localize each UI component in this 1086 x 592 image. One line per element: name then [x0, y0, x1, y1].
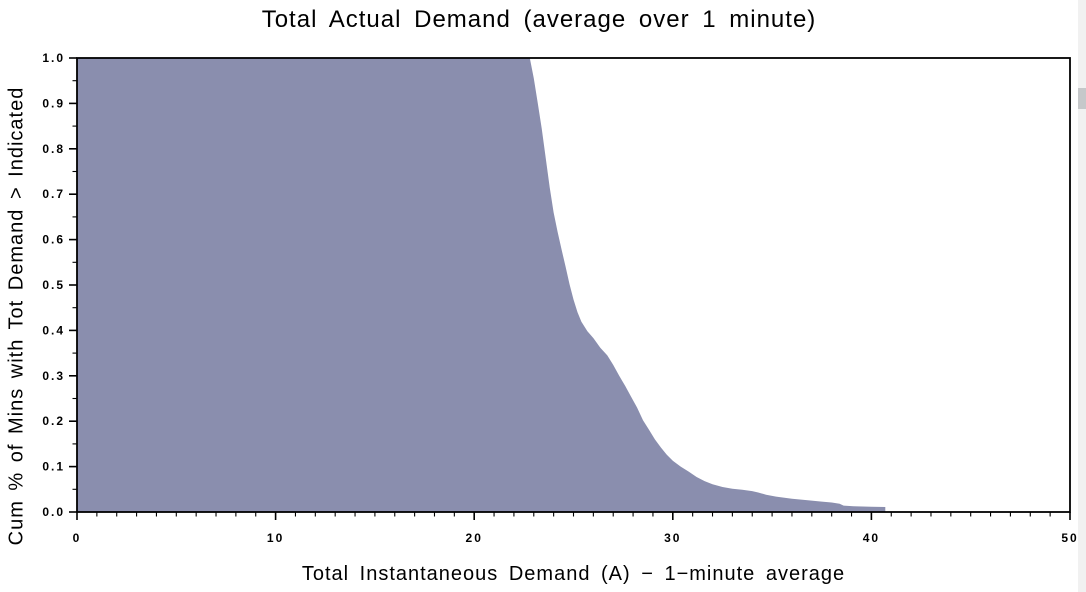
demand-area-series	[77, 58, 886, 512]
x-tick-label: 20	[466, 531, 483, 545]
x-axis-ticks	[76, 512, 1071, 520]
y-tick-label: 0.9	[42, 96, 65, 110]
y-tick-label: 0.4	[42, 323, 65, 337]
y-tick-label: 0.8	[42, 142, 65, 156]
y-tick-label: 0.0	[42, 505, 65, 519]
y-tick-label: 1.0	[42, 51, 65, 65]
y-tick-label: 0.7	[42, 187, 65, 201]
x-axis-tick-labels: 0 10 20 30 40 50	[73, 531, 1078, 545]
x-tick-label: 50	[1061, 531, 1078, 545]
y-tick-label: 0.1	[42, 460, 65, 474]
x-tick-label: 10	[267, 531, 284, 545]
x-tick-label: 30	[664, 531, 681, 545]
scrollbar-track[interactable]	[1078, 0, 1086, 592]
y-axis-tick-labels: 0.0 0.1 0.2 0.3 0.4 0.5 0.6 0.7 0.8 0.9 1.0	[42, 51, 65, 519]
y-tick-label: 0.3	[42, 369, 65, 383]
x-tick-label: 0	[73, 531, 82, 545]
y-tick-label: 0.6	[42, 233, 65, 247]
y-axis-ticks	[69, 57, 77, 513]
x-tick-label: 40	[863, 531, 880, 545]
y-tick-label: 0.2	[42, 414, 65, 428]
scrollbar-thumb[interactable]	[1078, 88, 1086, 109]
y-tick-label: 0.5	[42, 278, 65, 292]
x-axis-label: Total Instantaneous Demand (A) − 1−minut…	[301, 563, 846, 585]
chart-title: Total Actual Demand (average over 1 minu…	[261, 6, 817, 33]
